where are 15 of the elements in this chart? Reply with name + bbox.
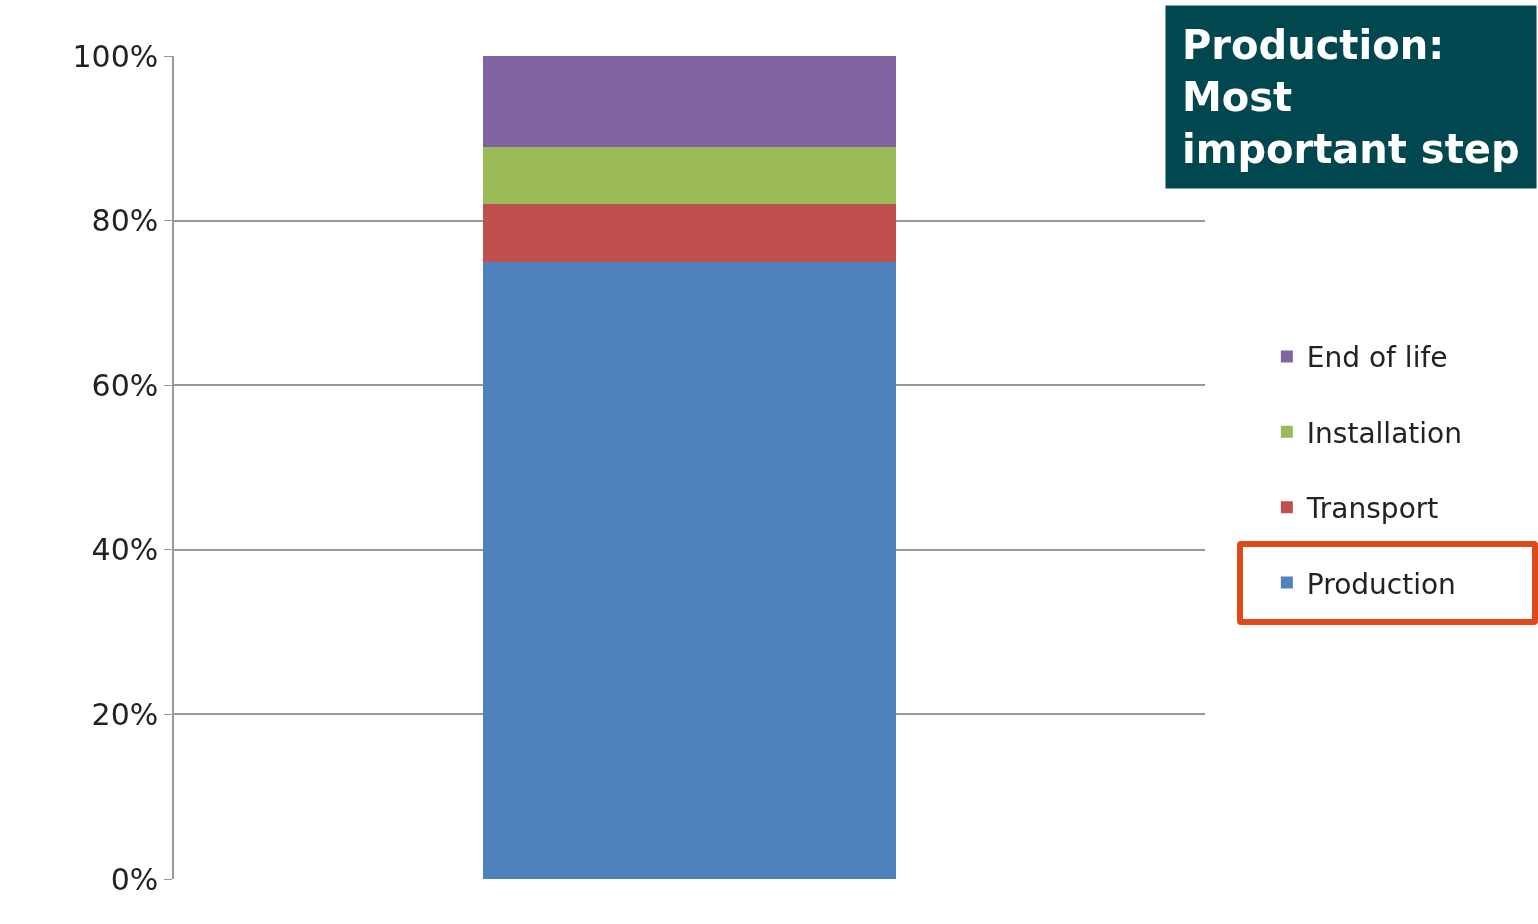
y-tick-label: 60% — [91, 367, 159, 403]
bar — [483, 261, 896, 879]
legend-label: End of life — [1306, 341, 1448, 375]
legend-label: Installation — [1306, 416, 1462, 450]
legend-label: Production — [1306, 567, 1456, 601]
annotation: Production: Most important step — [1182, 22, 1520, 172]
y-tick-label: 40% — [91, 532, 159, 568]
y-tick-label: 20% — [91, 696, 159, 732]
bar — [483, 204, 896, 262]
y-tick-label: 100% — [72, 38, 159, 74]
bar — [483, 146, 896, 205]
legend-label: Transport — [1305, 492, 1439, 526]
y-tick-label: 80% — [91, 203, 159, 239]
y-tick-label: 0% — [110, 861, 159, 897]
bar — [483, 56, 896, 147]
